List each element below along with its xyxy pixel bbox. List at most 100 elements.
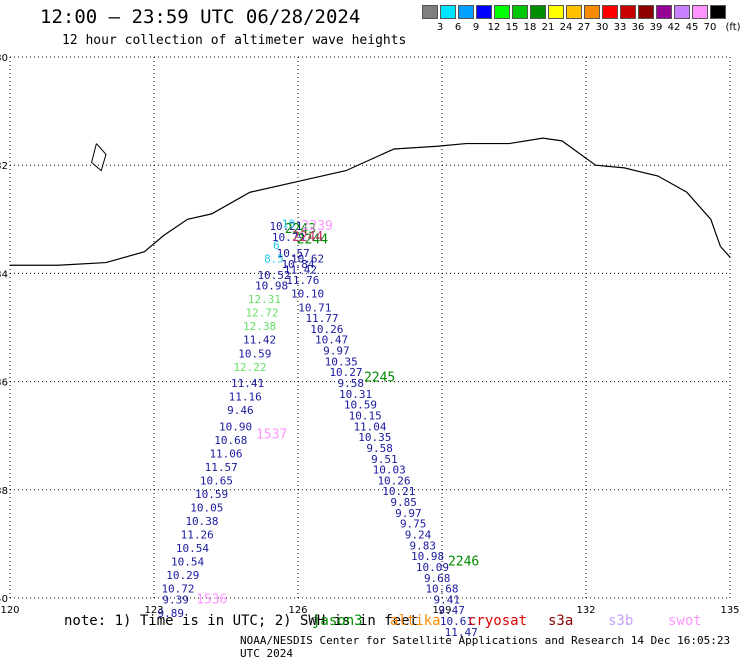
wave-height-label: 10.72 — [161, 583, 194, 596]
wave-height-label: 9.47 — [438, 604, 465, 617]
lon-label: 120 — [0, 605, 19, 616]
legend-swatch — [422, 5, 438, 19]
wave-height-label: 10.54 — [176, 542, 209, 555]
lat-label: -32 — [0, 161, 8, 172]
wave-height-label: 9.75 — [400, 518, 427, 531]
wave-height-label: 10.21 — [269, 220, 302, 233]
lat-label: -30 — [0, 53, 8, 64]
wave-height-label: 10.98 — [411, 550, 444, 563]
satellite-jason3: jason3 — [312, 613, 363, 629]
wave-height-label: 10.65 — [200, 474, 233, 487]
wave-height-label: 6 — [273, 239, 280, 252]
wave-height-label: 10.15 — [349, 409, 382, 422]
wave-height-label: 10.21 — [382, 485, 415, 498]
lat-label: -34 — [0, 269, 8, 280]
map-subtitle: 12 hour collection of altimeter wave hei… — [62, 33, 407, 48]
wave-height-label: 10 — [282, 217, 295, 230]
wave-height-label: 10.09 — [416, 561, 449, 574]
coastline — [10, 137, 731, 266]
wave-height-label: 10.79 — [272, 231, 305, 244]
wave-height-label: 9.39 — [162, 593, 189, 606]
pass-label: 1537 — [256, 427, 287, 442]
wave-height-label: 10.35 — [325, 355, 358, 368]
wave-height-label: 11.76 — [286, 274, 319, 287]
wave-height-label: 10.59 — [195, 488, 228, 501]
wave-height-label: 9.89 — [158, 607, 185, 620]
wave-height-label: 10.27 — [329, 366, 362, 379]
satellite-cryosat: cryosat — [468, 613, 528, 629]
satellite-swot: swot — [668, 613, 702, 629]
wave-height-label: 12.38 — [243, 320, 276, 333]
legend-swatch — [566, 5, 582, 19]
legend-tick: 15 — [505, 22, 519, 33]
lon-label: 126 — [288, 605, 307, 616]
pass-label: 2243 — [285, 222, 316, 237]
wave-height-label: 10.84 — [281, 258, 314, 271]
pass-label: 2244 — [292, 230, 323, 245]
lat-label: -36 — [0, 378, 8, 389]
legend-swatch — [638, 5, 654, 19]
island-outline — [91, 143, 107, 172]
legend-swatch — [458, 5, 474, 19]
legend-tick: 39 — [649, 22, 663, 33]
wave-height-label: 10.31 — [339, 388, 372, 401]
legend-tick: 3 — [436, 22, 444, 33]
wave-height-label: 9.58 — [338, 377, 365, 390]
wave-height-label: 9.83 — [410, 539, 437, 552]
wave-height-label: 10.05 — [190, 501, 223, 514]
wave-height-label: 11.42 — [284, 263, 317, 276]
wave-height-label: 12.22 — [233, 361, 266, 374]
wave-height-label: 10.52 — [257, 269, 290, 282]
legend-swatch — [674, 5, 690, 19]
legend-tick: 27 — [577, 22, 591, 33]
wave-height-label: 10.68 — [425, 583, 458, 596]
wave-height-label: 10.57 — [277, 247, 310, 260]
wave-height-label: 10.35 — [358, 431, 391, 444]
wave-height-label: 10.61 — [440, 615, 473, 628]
footer-credit: NOAA/NESDIS Center for Satellite Applica… — [240, 634, 731, 660]
wave-height-label: 10.62 — [291, 253, 324, 266]
wave-height-label: 9.85 — [390, 496, 417, 509]
legend-swatch — [602, 5, 618, 19]
pass-label: 1536 — [196, 592, 227, 607]
legend-swatch — [530, 5, 546, 19]
wave-height-label: 9.41 — [434, 593, 461, 606]
legend-swatch — [656, 5, 672, 19]
satellite-s3b: s3b — [608, 613, 634, 629]
lon-label: 129 — [432, 605, 451, 616]
wave-height-label: 9.46 — [227, 404, 254, 417]
legend-swatch — [512, 5, 528, 19]
wave-height-label: 10.03 — [373, 464, 406, 477]
pass-label: 2245 — [364, 371, 395, 386]
legend-swatch — [494, 5, 510, 19]
wave-height-label: 11.57 — [205, 461, 238, 474]
wave-height-label: 9.51 — [371, 453, 398, 466]
lon-label: 123 — [144, 605, 163, 616]
legend-tick: 6 — [454, 22, 462, 33]
wave-height-label: 11.47 — [445, 626, 478, 639]
legend-tick: 18 — [523, 22, 537, 33]
wave-height-label: 12.31 — [248, 293, 281, 306]
legend-swatch — [692, 5, 708, 19]
legend-tick: 30 — [595, 22, 609, 33]
legend-swatch — [620, 5, 636, 19]
wave-height-label: 10.59 — [344, 399, 377, 412]
lat-label: -38 — [0, 486, 8, 497]
wave-height-label: 10.29 — [166, 569, 199, 582]
pass-label: 2246 — [448, 555, 479, 570]
wave-height-label: 10.71 — [298, 301, 331, 314]
pass-label: 2244 — [297, 233, 328, 248]
legend-unit: (ft) — [725, 22, 740, 33]
legend-tick: 45 — [685, 22, 699, 33]
satellite-s3a: s3a — [548, 613, 574, 629]
wave-height-label: 11.16 — [229, 391, 262, 404]
wave-height-label: 10.26 — [377, 474, 410, 487]
legend-swatch — [710, 5, 726, 19]
lat-label: -40 — [0, 594, 8, 605]
legend-swatch — [548, 5, 564, 19]
wave-height-label: 10.98 — [255, 280, 288, 293]
wave-height-label: 8.5 — [264, 253, 284, 266]
wave-height-label: 12.72 — [245, 307, 278, 320]
wave-height-label: 9.97 — [395, 507, 422, 520]
